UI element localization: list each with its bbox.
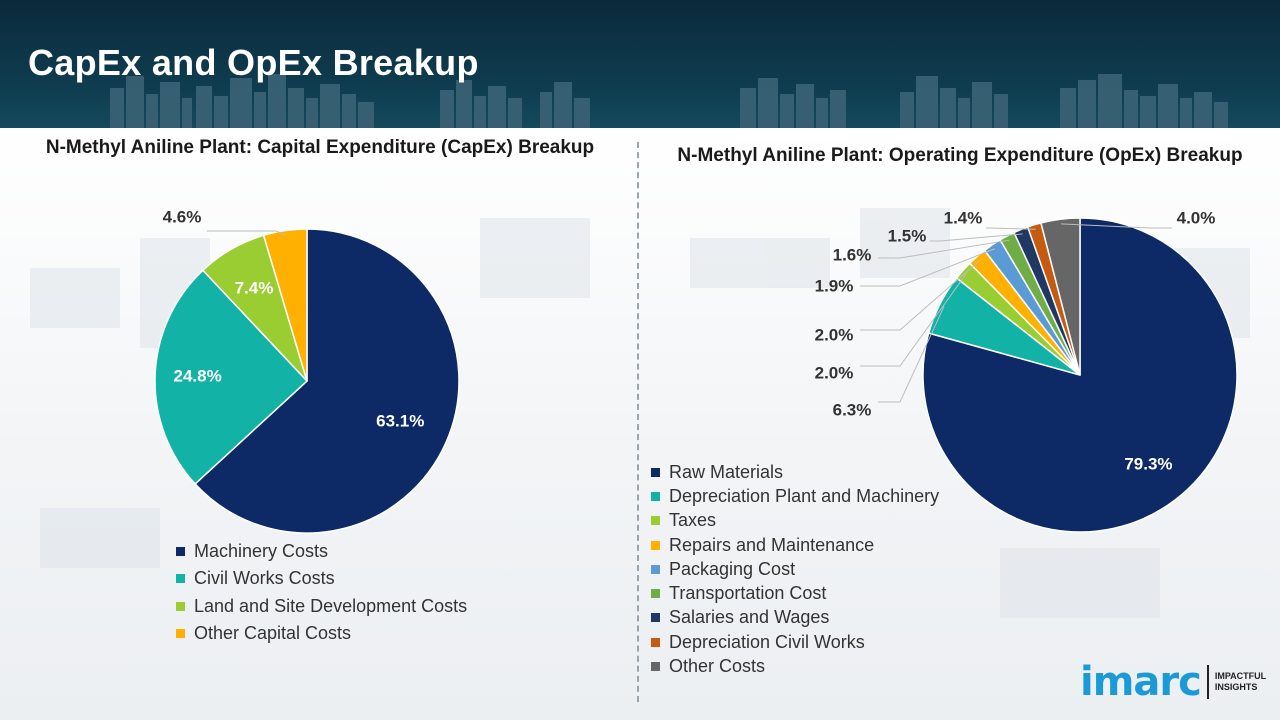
opex-leader-line xyxy=(1060,223,1172,229)
opex-slice-raw-materials xyxy=(922,217,1238,533)
logo-tagline: IMPACTFUL INSIGHTS xyxy=(1215,671,1266,693)
opex-leader-line xyxy=(860,259,981,331)
imarc-logo: imarc IMPACTFUL INSIGHTS xyxy=(1080,660,1266,704)
chart-divider xyxy=(637,142,639,702)
logo-divider xyxy=(1206,665,1209,699)
opex-chart-title: N-Methyl Aniline Plant: Operating Expend… xyxy=(677,145,1243,166)
legend-swatch xyxy=(651,613,660,623)
capex-data-label: 24.8% xyxy=(174,367,222,386)
opex-data-label: 6.3% xyxy=(833,400,872,419)
opex-data-label: 1.5% xyxy=(888,226,927,245)
legend-label: Land and Site Development Costs xyxy=(194,595,468,616)
legend-label: Civil Works Costs xyxy=(194,568,335,589)
opex-data-label: 1.4% xyxy=(944,208,983,227)
legend-label: Other Costs xyxy=(669,656,766,677)
legend-item-transportation: Transportation Cost xyxy=(651,581,939,605)
page-title: CapEx and OpEx Breakup xyxy=(28,42,479,83)
legend-swatch xyxy=(651,637,660,647)
legend-swatch xyxy=(651,589,660,599)
legend-item-other-capital-costs: Other Capital Costs xyxy=(176,620,467,647)
legend-label: Taxes xyxy=(669,510,717,531)
capex-chart-title: N-Methyl Aniline Plant: Capital Expendit… xyxy=(45,137,595,158)
capex-legend: Machinery Costs Civil Works Costs Land a… xyxy=(176,538,467,647)
capex-slice-civil-works-costs xyxy=(154,269,309,485)
legend-swatch xyxy=(176,574,185,584)
legend-label: Other Capital Costs xyxy=(194,623,352,644)
legend-swatch xyxy=(176,601,185,611)
logo-wordmark: imarc xyxy=(1080,659,1202,705)
opex-slice-other-costs xyxy=(1040,217,1081,376)
legend-item-land-site-costs: Land and Site Development Costs xyxy=(176,593,467,620)
legend-item-depreciation-plant: Depreciation Plant and Machinery xyxy=(651,484,939,508)
legend-item-packaging: Packaging Cost xyxy=(651,557,939,581)
legend-swatch xyxy=(651,540,660,550)
header-banner: CapEx and OpEx Breakup xyxy=(0,0,1280,128)
city-skyline-decoration xyxy=(110,74,1228,128)
legend-item-raw-materials: Raw Materials xyxy=(651,460,939,484)
legend-label: Packaging Cost xyxy=(669,558,796,579)
opex-legend: Raw Materials Depreciation Plant and Mac… xyxy=(651,460,939,679)
opex-leader-line xyxy=(878,306,945,403)
opex-leader-line xyxy=(860,248,995,287)
opex-data-label: 4.0% xyxy=(1177,208,1216,227)
legend-swatch xyxy=(651,516,660,526)
capex-slice-other-capital-costs xyxy=(262,228,308,382)
capex-data-label: 7.4% xyxy=(235,278,274,297)
opex-leader-line xyxy=(860,273,967,367)
legend-label: Transportation Cost xyxy=(669,583,827,604)
opex-data-label: 2.0% xyxy=(815,363,854,382)
opex-data-label: 2.0% xyxy=(815,325,854,344)
legend-label: Machinery Costs xyxy=(194,541,329,562)
logo-tagline-line-1: IMPACTFUL xyxy=(1214,671,1267,681)
opex-leader-line xyxy=(986,227,1036,230)
legend-swatch xyxy=(176,629,185,639)
legend-label: Depreciation Civil Works xyxy=(669,631,865,652)
opex-leader-line xyxy=(930,233,1023,242)
legend-item-repairs: Repairs and Maintenance xyxy=(651,533,939,557)
legend-swatch xyxy=(651,564,660,574)
legend-swatch xyxy=(651,467,660,477)
legend-item-machinery-costs: Machinery Costs xyxy=(176,538,467,565)
logo-tagline-line-2: INSIGHTS xyxy=(1214,682,1258,692)
capex-slice-machinery-costs xyxy=(194,228,460,534)
legend-label: Repairs and Maintenance xyxy=(669,534,875,555)
legend-swatch xyxy=(651,662,660,672)
legend-label: Salaries and Wages xyxy=(669,607,830,628)
capex-data-label: 63.1% xyxy=(376,411,424,430)
opex-data-label: 1.9% xyxy=(815,276,854,295)
opex-leader-line xyxy=(878,239,1010,259)
legend-item-taxes: Taxes xyxy=(651,509,939,533)
legend-label: Depreciation Plant and Machinery xyxy=(669,485,940,506)
legend-label: Raw Materials xyxy=(669,461,784,482)
opex-data-label: 1.6% xyxy=(833,245,872,264)
capex-data-label: 4.6% xyxy=(163,207,202,226)
legend-item-civil-works-costs: Civil Works Costs xyxy=(176,565,467,592)
legend-item-other-costs: Other Costs xyxy=(651,654,939,678)
capex-leader-line xyxy=(207,230,286,236)
opex-data-label: 79.3% xyxy=(1124,454,1172,473)
legend-swatch xyxy=(176,547,185,557)
legend-item-salaries: Salaries and Wages xyxy=(651,606,939,630)
legend-swatch xyxy=(651,491,660,501)
legend-item-depreciation-civil: Depreciation Civil Works xyxy=(651,630,939,654)
